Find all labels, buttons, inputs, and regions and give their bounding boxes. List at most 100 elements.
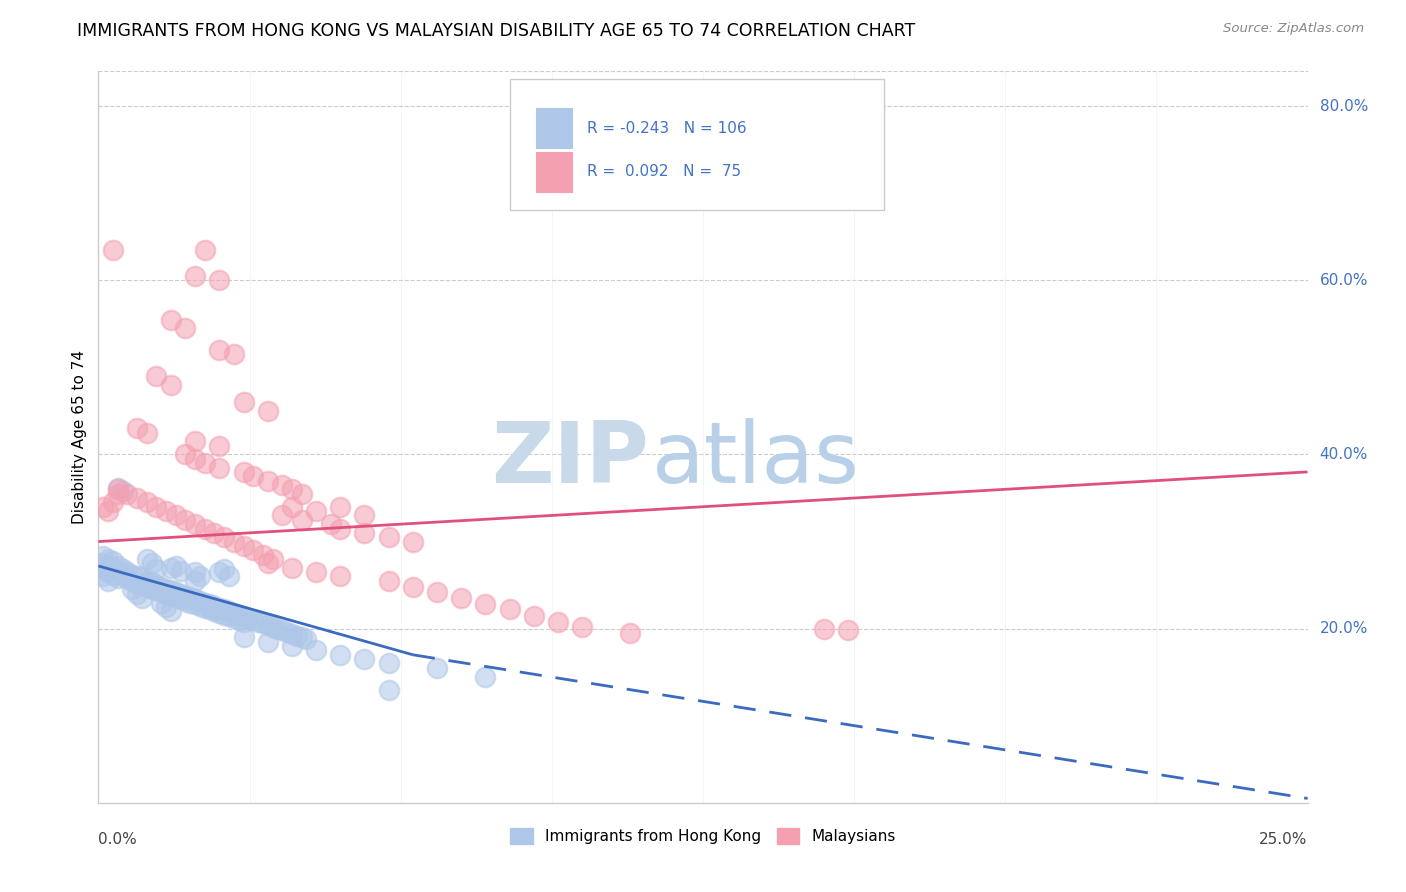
Point <box>256 557 278 571</box>
Point <box>319 517 342 532</box>
Point <box>212 562 235 576</box>
Text: 40.0%: 40.0% <box>1320 447 1368 462</box>
Point <box>127 587 149 601</box>
Point <box>121 567 143 582</box>
Point <box>256 474 278 488</box>
Point <box>188 569 211 583</box>
Point <box>91 500 114 514</box>
Point <box>135 495 157 509</box>
Point <box>232 631 254 645</box>
Point <box>127 421 149 435</box>
Point <box>353 525 375 540</box>
Point <box>271 624 294 638</box>
Point <box>97 565 120 579</box>
Point <box>450 591 472 606</box>
Point <box>204 604 226 618</box>
Point <box>242 543 264 558</box>
Point <box>117 565 139 579</box>
Point <box>290 513 312 527</box>
Point <box>97 574 120 588</box>
Text: 60.0%: 60.0% <box>1320 273 1368 288</box>
Point <box>194 456 217 470</box>
Point <box>305 565 328 579</box>
Text: 20.0%: 20.0% <box>1320 621 1368 636</box>
Point <box>402 534 425 549</box>
Point <box>208 460 231 475</box>
Y-axis label: Disability Age 65 to 74: Disability Age 65 to 74 <box>72 350 87 524</box>
Point <box>150 595 173 609</box>
Point <box>232 465 254 479</box>
Point <box>271 508 294 523</box>
Point <box>127 576 149 591</box>
Point <box>377 574 399 588</box>
Point <box>232 615 254 629</box>
Point <box>208 600 231 615</box>
Point <box>571 620 593 634</box>
Point <box>377 657 399 671</box>
Point <box>204 599 226 613</box>
Point <box>135 580 157 594</box>
Point <box>184 268 207 283</box>
Point <box>101 567 124 582</box>
Point <box>131 578 153 592</box>
Point <box>131 571 153 585</box>
Text: 80.0%: 80.0% <box>1320 99 1368 113</box>
Point <box>145 562 167 576</box>
Text: ZIP: ZIP <box>491 417 648 500</box>
Point <box>194 600 217 615</box>
Point <box>353 652 375 666</box>
Point <box>184 565 207 579</box>
Point <box>184 451 207 466</box>
Point <box>271 478 294 492</box>
Point <box>377 530 399 544</box>
Point <box>228 613 250 627</box>
Text: 0.0%: 0.0% <box>98 832 138 847</box>
Point <box>121 574 143 588</box>
Point <box>281 500 304 514</box>
Point <box>165 508 187 523</box>
Point <box>295 632 318 646</box>
Point <box>837 624 859 638</box>
Point <box>194 595 217 609</box>
Point <box>184 597 207 611</box>
Point <box>426 661 449 675</box>
Text: R =  0.092   N =  75: R = 0.092 N = 75 <box>586 164 741 179</box>
Point <box>169 564 191 578</box>
Point <box>107 481 129 495</box>
Point <box>174 589 197 603</box>
Point <box>813 622 835 636</box>
Point <box>101 560 124 574</box>
Point <box>204 525 226 540</box>
Point <box>91 569 114 583</box>
Point <box>232 539 254 553</box>
Point <box>402 580 425 594</box>
Point <box>188 599 211 613</box>
Point <box>498 602 520 616</box>
Point <box>252 616 274 631</box>
Point <box>107 483 129 497</box>
Point <box>377 682 399 697</box>
Point <box>135 574 157 588</box>
Point <box>165 591 187 605</box>
Point <box>238 611 260 625</box>
Point <box>208 565 231 579</box>
Point <box>252 548 274 562</box>
FancyBboxPatch shape <box>509 78 884 211</box>
Point <box>91 557 114 571</box>
Point <box>247 615 270 629</box>
Point <box>165 558 187 573</box>
Point <box>107 571 129 585</box>
Point <box>111 562 134 576</box>
Point <box>145 500 167 514</box>
Point <box>127 569 149 583</box>
Point <box>117 571 139 585</box>
Point <box>198 602 221 616</box>
Point <box>194 521 217 535</box>
Point <box>353 508 375 523</box>
Point <box>160 560 183 574</box>
Point <box>212 607 235 622</box>
Point <box>111 484 134 499</box>
Point <box>160 583 183 598</box>
Point <box>256 618 278 632</box>
Point <box>285 629 308 643</box>
